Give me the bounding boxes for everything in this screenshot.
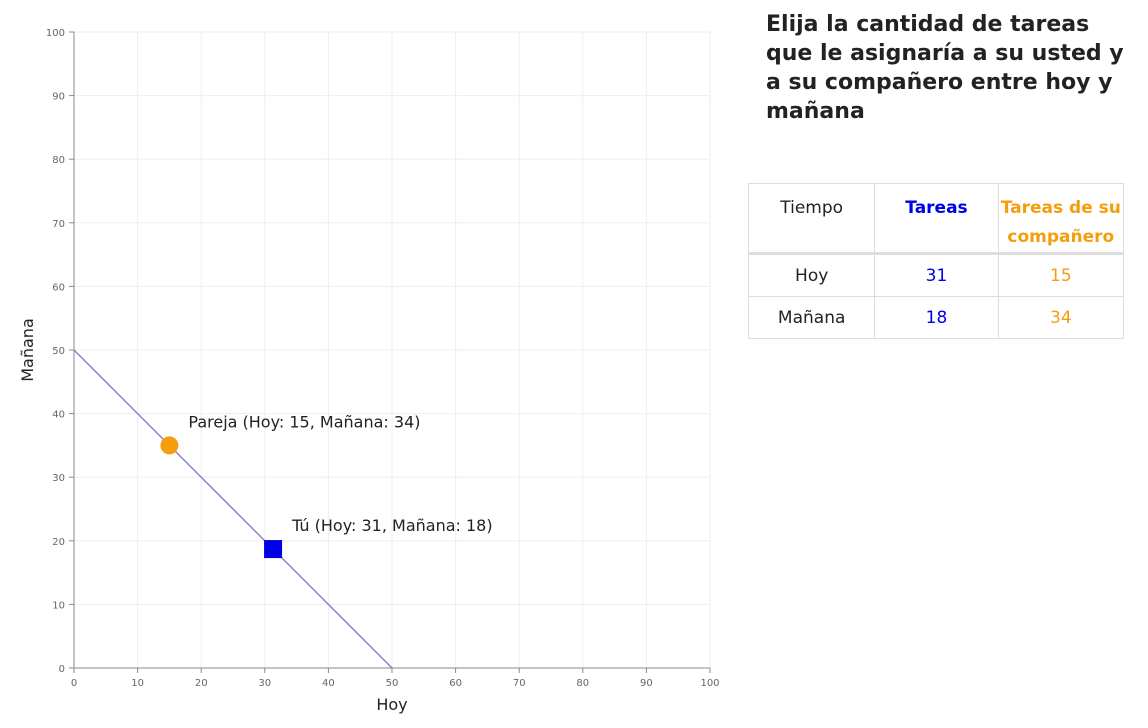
x-tick-label: 40 [322,678,335,689]
x-ticks: 0 10 20 30 40 50 60 70 80 90 100 [71,668,720,689]
y-tick-label: 60 [52,282,65,293]
y-tick-label: 20 [52,537,65,548]
partner-point[interactable] [160,436,179,455]
x-tick-label: 30 [258,678,271,689]
chart-grid [74,31,711,668]
y-ticks: 0 10 20 30 40 50 60 70 80 90 100 [46,28,74,675]
y-tick-label: 40 [52,410,65,421]
y-tick-label: 0 [59,664,65,675]
you-point[interactable] [264,540,283,559]
partner-tasks-value: 15 [997,253,1125,297]
table-row: Mañana 18 34 [747,296,1125,339]
instruction-text: Elija la cantidad de tareas que le asign… [766,12,1124,124]
partner-point-label: Pareja (Hoy: 15, Mañana: 34) [188,412,420,431]
y-tick-label: 10 [52,600,65,611]
y-tick-label: 100 [46,28,65,39]
table-header-row: Tiempo Tareas Tareas de su compañero [747,183,1125,254]
y-tick-label: 80 [52,155,65,166]
chart-points: Pareja (Hoy: 15, Mañana: 34) Tú (Hoy: 31,… [160,412,493,559]
x-tick-label: 50 [386,678,399,689]
y-axis-title: Mañana [18,318,37,382]
task-table: Tiempo Tareas Tareas de su compañero Hoy… [747,183,1125,339]
x-tick-label: 60 [449,678,462,689]
y-tick-label: 50 [52,346,65,357]
header-partner-tasks: Tareas de su compañero [997,183,1125,254]
x-tick-label: 20 [195,678,208,689]
x-tick-label: 70 [513,678,526,689]
x-tick-label: 80 [576,678,589,689]
table-row: Hoy 31 15 [747,253,1125,297]
x-tick-label: 90 [640,678,653,689]
y-tick-label: 70 [52,219,65,230]
y-tick-label: 30 [52,473,65,484]
x-tick-label: 0 [71,678,77,689]
header-time: Tiempo [747,183,876,254]
tasks-value: 18 [874,296,999,339]
x-tick-label: 10 [131,678,144,689]
budget-line [73,349,393,669]
row-label: Hoy [747,253,876,297]
x-axis-title: Hoy [376,695,407,714]
tasks-value: 31 [874,253,999,297]
allocation-chart[interactable]: 0 10 20 30 40 50 60 70 80 90 100 0 10 20 30 40 50 60 70 80… [0,0,730,728]
y-tick-label: 90 [52,92,65,103]
header-tasks: Tareas [874,183,999,254]
you-point-label: Tú (Hoy: 31, Mañana: 18) [291,516,493,535]
partner-tasks-value: 34 [997,296,1125,339]
x-tick-label: 100 [700,678,719,689]
row-label: Mañana [747,296,876,339]
